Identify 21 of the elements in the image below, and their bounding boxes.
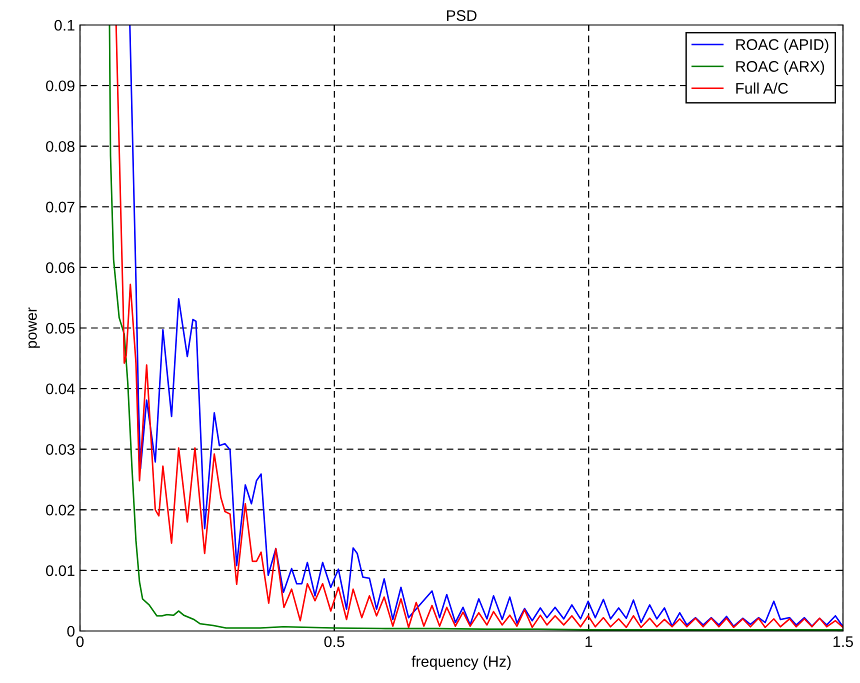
y-tick-label: 0.03 — [46, 444, 74, 455]
y-tick-label: 0.05 — [46, 322, 74, 334]
y-tick-label: 0.02 — [46, 504, 74, 516]
y-axis-title: power — [28, 307, 40, 348]
chart-title: PSD — [447, 10, 476, 21]
x-tick-label: 0 — [76, 636, 84, 648]
x-tick-label: 1.5 — [834, 636, 853, 648]
legend-label: ROAC (ARX) — [736, 60, 824, 75]
x-tick-label: 0.5 — [324, 636, 344, 648]
y-tick-label: 0.08 — [46, 141, 74, 152]
y-tick-label: 0.09 — [46, 80, 74, 92]
y-tick-label: 0 — [67, 626, 75, 637]
legend-label: ROAC (APID) — [736, 38, 828, 53]
y-tick-label: 0.1 — [54, 20, 74, 31]
legend-label: Full A/C — [736, 82, 788, 94]
y-tick-label: 0.06 — [46, 262, 74, 274]
x-axis-title: frequency (Hz) — [412, 656, 511, 670]
y-tick-label: 0.04 — [46, 383, 75, 394]
x-tick-label: 1 — [586, 636, 592, 647]
y-tick-label: 0.01 — [46, 565, 74, 576]
y-tick-label: 0.07 — [46, 202, 74, 212]
